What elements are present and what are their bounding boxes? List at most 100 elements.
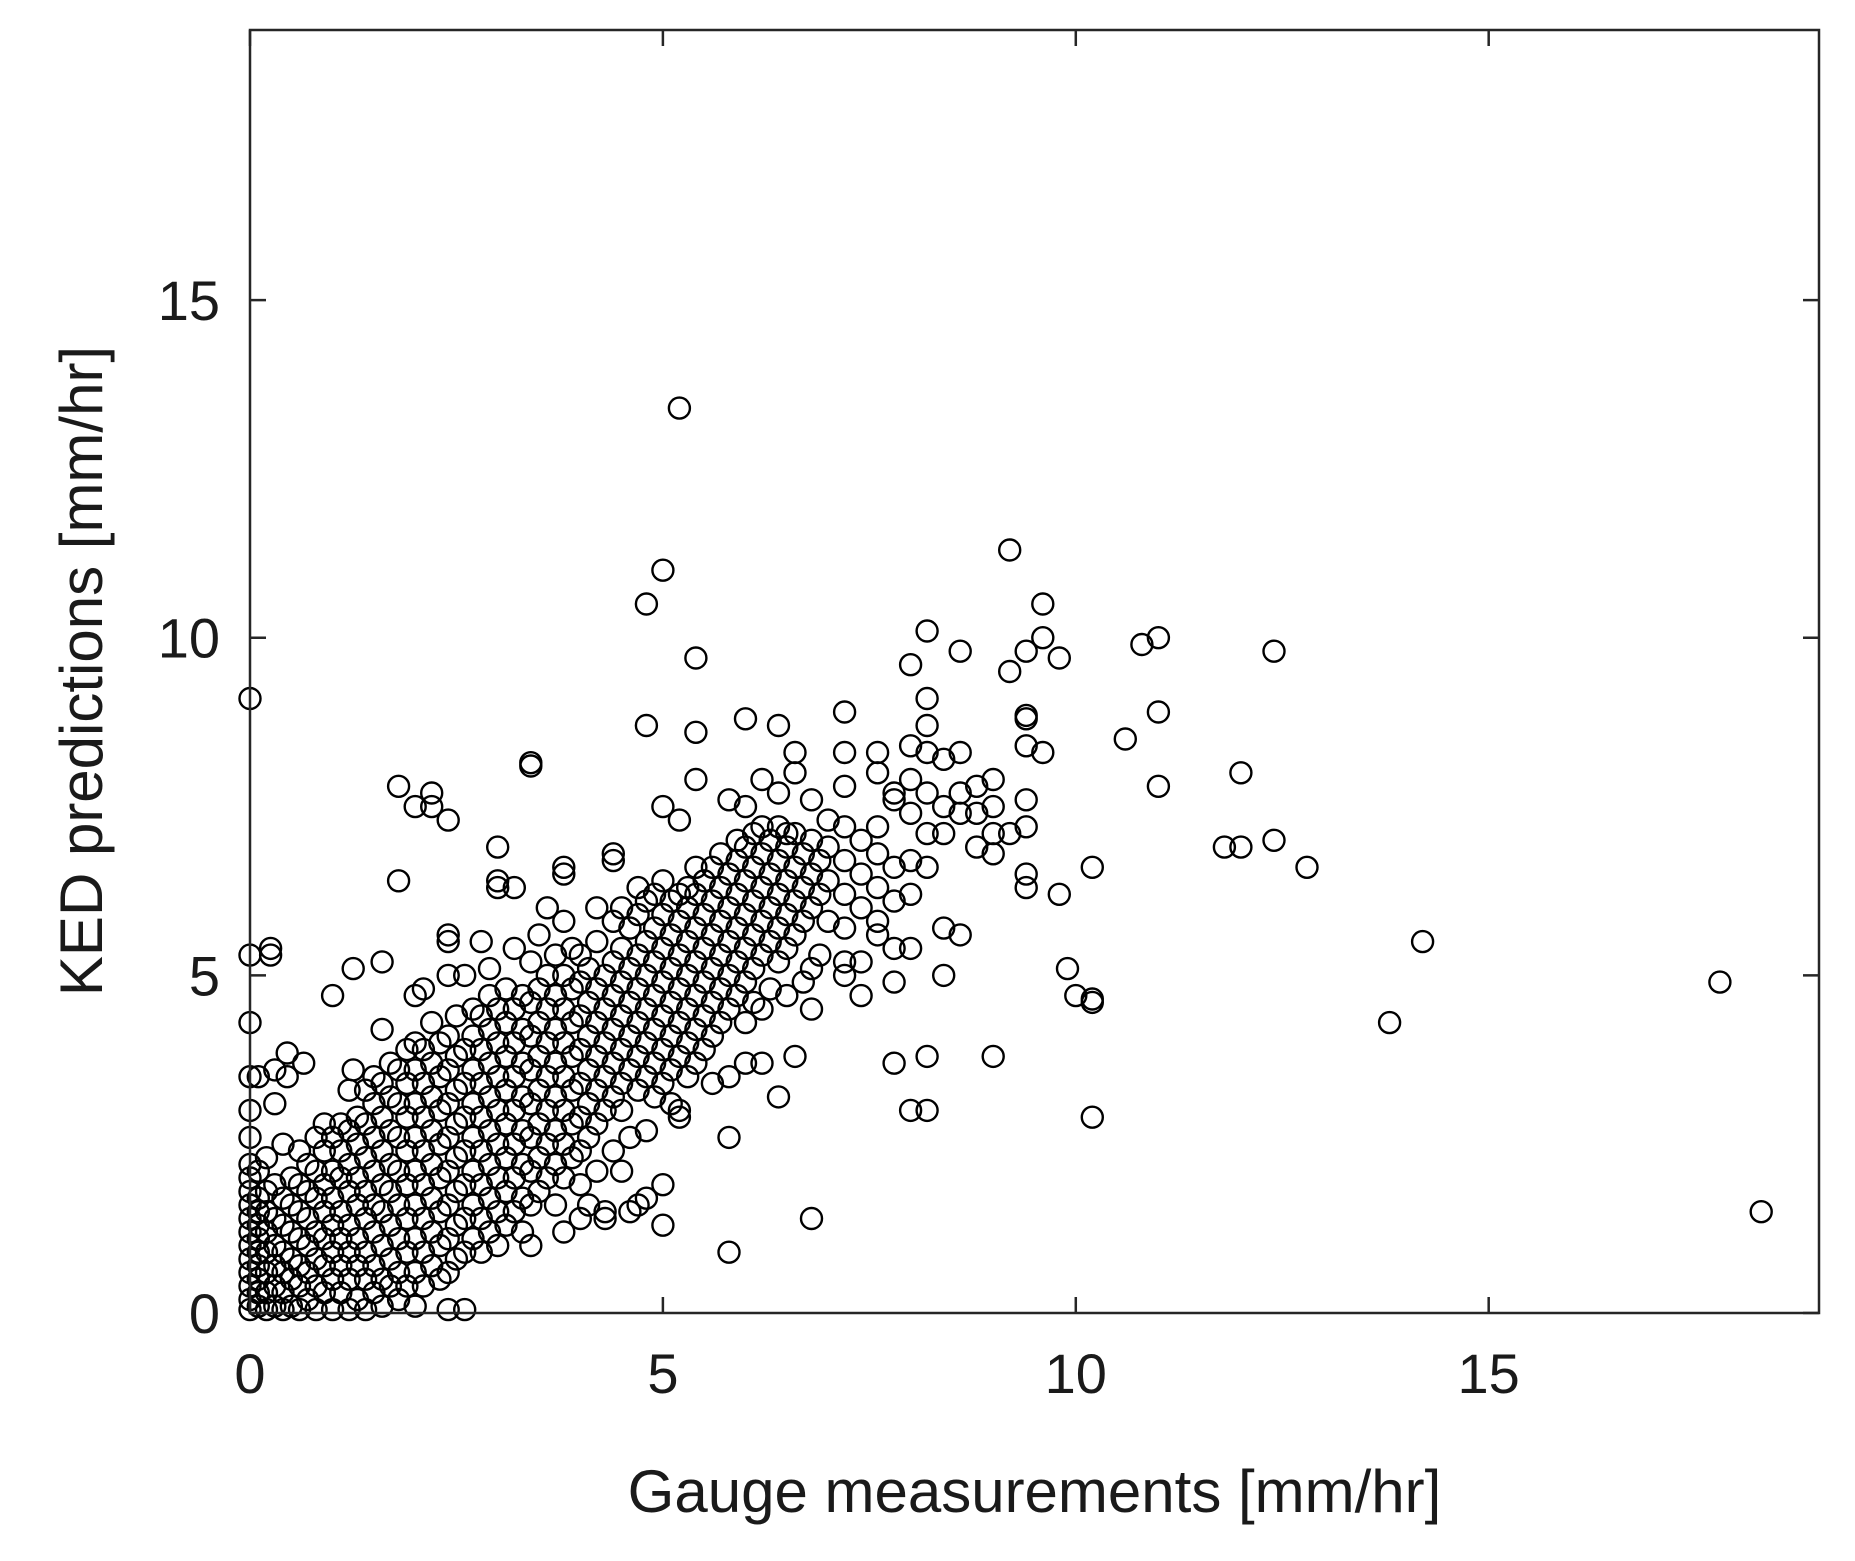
- data-point: [1031, 740, 1055, 765]
- data-point: [700, 889, 725, 913]
- data-point: [609, 1037, 634, 1062]
- data-point: [676, 1064, 700, 1089]
- data-point: [750, 1051, 774, 1075]
- data-point: [1014, 639, 1038, 663]
- data-point: [502, 1199, 526, 1224]
- data-point: [353, 1078, 378, 1102]
- data-point: [1055, 956, 1080, 981]
- data-point: [783, 740, 807, 765]
- data-point: [320, 1213, 345, 1237]
- data-point: [865, 761, 890, 785]
- data-point: [411, 1274, 436, 1298]
- data-point: [659, 1091, 683, 1116]
- data-point: [1031, 626, 1055, 650]
- data-point: [915, 713, 939, 738]
- data-point: [263, 1206, 287, 1231]
- data-point: [519, 1024, 543, 1048]
- data-point: [444, 1112, 469, 1136]
- data-point: [353, 1112, 378, 1136]
- data-point: [593, 1064, 617, 1089]
- data-point: [585, 977, 609, 1001]
- data-point: [1064, 983, 1088, 1008]
- data-point: [1708, 970, 1732, 994]
- data-point: [651, 869, 675, 893]
- data-point: [527, 1145, 551, 1170]
- data-point: [676, 1031, 700, 1055]
- data-point: [692, 1004, 716, 1028]
- data-point: [312, 1112, 336, 1136]
- data-point: [766, 848, 791, 873]
- data-point: [816, 909, 840, 933]
- data-point: [659, 889, 683, 913]
- data-point: [304, 1186, 328, 1210]
- data-point: [543, 983, 568, 1008]
- data-point: [436, 929, 460, 954]
- data-point: [965, 774, 989, 798]
- data-point: [560, 1078, 584, 1102]
- data-point: [576, 1024, 601, 1048]
- data-point: [395, 1071, 419, 1096]
- data-point: [684, 767, 708, 792]
- data-point: [1262, 828, 1286, 852]
- data-point: [750, 767, 774, 792]
- data-point: [386, 1226, 411, 1251]
- data-point: [486, 835, 510, 859]
- data-point: [593, 1199, 617, 1224]
- data-point: [601, 848, 625, 873]
- data-point: [733, 902, 758, 927]
- data-point: [279, 1166, 303, 1190]
- data-point: [898, 767, 923, 792]
- data-point: [502, 1031, 526, 1055]
- data-point: [898, 1098, 923, 1123]
- data-point: [601, 1051, 625, 1075]
- data-point: [568, 970, 592, 994]
- data-point: [783, 855, 807, 879]
- data-point: [370, 1071, 394, 1096]
- data-point: [510, 1220, 535, 1244]
- data-point: [411, 1240, 436, 1264]
- data-point: [486, 1098, 510, 1123]
- data-point: [436, 1159, 460, 1183]
- data-point: [684, 855, 708, 879]
- data-point: [378, 1179, 403, 1204]
- data-point: [296, 1206, 320, 1231]
- data-point: [750, 909, 774, 933]
- data-point: [642, 1017, 667, 1042]
- data-point: [486, 1166, 510, 1190]
- data-point: [444, 1078, 469, 1102]
- data-point: [395, 1172, 419, 1197]
- data-point: [486, 1031, 510, 1055]
- data-point: [692, 970, 716, 994]
- data-point: [700, 1071, 725, 1096]
- data-point: [453, 1297, 477, 1322]
- data-point: [659, 1024, 683, 1048]
- data-point: [585, 929, 609, 954]
- data-point: [411, 1172, 436, 1197]
- data-point: [808, 943, 832, 967]
- data-point: [676, 929, 700, 954]
- data-point: [667, 943, 692, 967]
- data-point: [601, 842, 625, 866]
- data-point: [411, 1071, 436, 1096]
- data-point: [766, 950, 791, 974]
- data-point: [403, 1091, 427, 1116]
- data-point: [519, 1091, 543, 1116]
- data-point: [403, 1260, 427, 1285]
- data-point: [345, 1226, 370, 1251]
- data-point: [742, 923, 766, 947]
- data-point: [576, 1058, 601, 1082]
- data-point: [370, 1139, 394, 1163]
- data-point: [832, 740, 857, 765]
- data-point: [527, 1078, 551, 1102]
- data-point: [535, 1098, 559, 1123]
- data-point: [494, 977, 518, 1001]
- data-point: [593, 1031, 617, 1055]
- data-point: [651, 936, 675, 961]
- data-point: [585, 1112, 609, 1136]
- data-point: [353, 1267, 378, 1291]
- data-point: [593, 997, 617, 1021]
- data-point: [717, 788, 741, 812]
- data-point: [320, 1186, 345, 1210]
- y-tick-label: 5: [189, 944, 220, 1007]
- data-point: [560, 936, 584, 961]
